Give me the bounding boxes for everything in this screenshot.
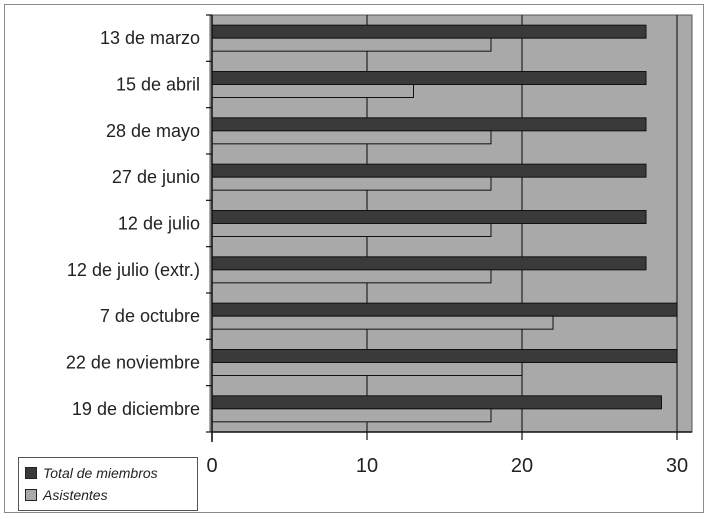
bar-asistentes xyxy=(211,84,414,98)
bar-total-miembros xyxy=(211,395,662,410)
chart-frame: 13 de marzo 15 de abril 28 de mayo 27 de ju… xyxy=(4,4,704,513)
bar-asistentes xyxy=(211,130,492,145)
legend-swatch-asistentes xyxy=(25,489,37,501)
category-label: 28 de mayo xyxy=(106,121,200,141)
bar-asistentes xyxy=(211,408,492,423)
bar-total-miembros xyxy=(211,256,647,271)
category-label: 13 de marzo xyxy=(100,28,200,48)
x-tick-label: 0 xyxy=(206,455,217,477)
category-label: 12 de julio (extr.) xyxy=(67,260,200,280)
bar-asistentes xyxy=(211,37,492,52)
category-label: 19 de diciembre xyxy=(72,399,200,419)
bar-asistentes xyxy=(211,315,554,330)
bars xyxy=(211,24,678,423)
x-tick-label: 10 xyxy=(356,455,378,477)
bar-chart: 13 de marzo 15 de abril 28 de mayo 27 de ju… xyxy=(66,14,693,477)
category-label: 7 de octubre xyxy=(100,306,200,326)
bar-total-miembros xyxy=(211,24,647,39)
bar-total-miembros xyxy=(211,117,647,132)
category-label: 27 de junio xyxy=(112,167,200,187)
x-tick-label: 30 xyxy=(666,455,688,477)
legend-label-total: Total de miembros xyxy=(43,465,158,481)
category-label: 15 de abril xyxy=(116,75,200,95)
bar-asistentes xyxy=(211,223,492,237)
category-label: 12 de julio xyxy=(118,214,200,234)
category-labels: 13 de marzo 15 de abril 28 de mayo 27 de ju… xyxy=(66,28,200,419)
bar-asistentes xyxy=(211,176,492,191)
bar-total-miembros xyxy=(211,302,678,317)
x-tick-label: 20 xyxy=(511,455,533,477)
category-label: 22 de noviembre xyxy=(66,353,200,373)
legend-item-asistentes: Asistentes xyxy=(25,484,191,506)
x-tick-labels: 0 10 20 30 xyxy=(206,455,688,477)
bar-asistentes xyxy=(211,362,523,376)
bar-total-miembros xyxy=(211,349,678,363)
legend: Total de miembros Asistentes xyxy=(18,457,198,511)
bar-total-miembros xyxy=(211,210,647,224)
legend-swatch-total xyxy=(25,467,37,479)
legend-item-total: Total de miembros xyxy=(25,462,191,484)
bar-total-miembros xyxy=(211,163,647,178)
axes xyxy=(206,14,692,442)
bar-asistentes xyxy=(211,269,492,284)
bar-total-miembros xyxy=(211,71,647,85)
legend-label-asistentes: Asistentes xyxy=(43,487,108,503)
